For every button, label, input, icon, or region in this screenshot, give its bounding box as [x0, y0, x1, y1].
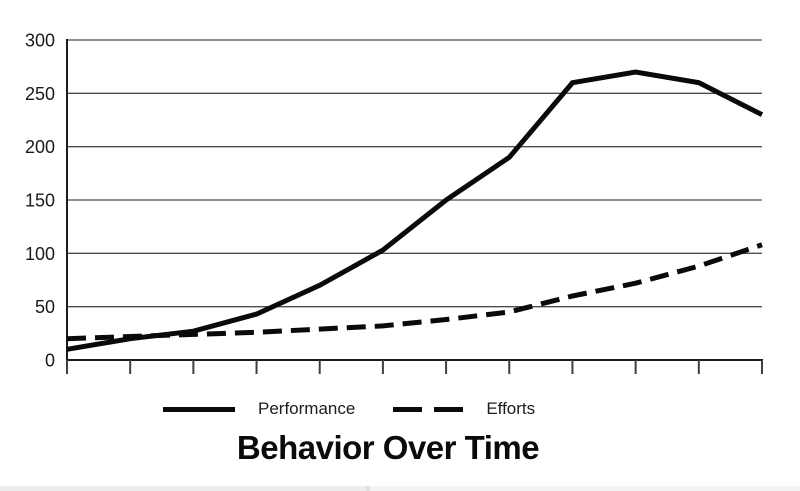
chart-title: Behavior Over Time	[236, 429, 540, 466]
y-axis-label-150: 150	[25, 191, 55, 211]
chart-legend: Performance Efforts	[0, 398, 800, 420]
line-chart: 0 50 100 150 200 250 300	[25, 31, 764, 374]
y-axis-label-0: 0	[45, 351, 55, 371]
scrollbar-divider	[366, 486, 370, 491]
y-axis-label-300: 300	[25, 31, 55, 51]
legend-item-efforts: Efforts	[393, 399, 535, 419]
y-axis-label-200: 200	[25, 137, 55, 157]
performance-line-swatch	[163, 406, 235, 412]
scrollbar-track[interactable]	[370, 486, 800, 491]
scrollbar-thumb[interactable]	[0, 486, 366, 491]
y-axis-label-50: 50	[35, 297, 55, 317]
legend-label-performance: Performance	[258, 399, 356, 418]
y-axis-label-100: 100	[25, 244, 55, 264]
series-line-efforts	[66, 242, 763, 342]
series-line-performance	[66, 69, 764, 352]
efforts-line-swatch	[393, 406, 464, 412]
y-axis-label-250: 250	[25, 84, 55, 104]
legend-label-efforts: Efforts	[486, 399, 536, 418]
legend-item-performance: Performance	[163, 399, 355, 419]
horizontal-scrollbar[interactable]	[0, 486, 800, 491]
